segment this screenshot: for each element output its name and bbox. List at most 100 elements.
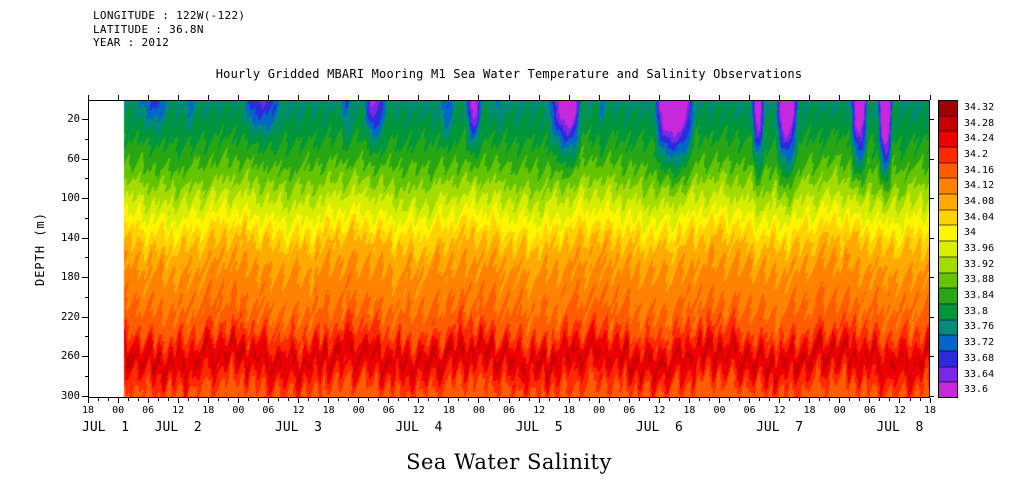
x-tick-minor	[368, 398, 370, 401]
x-tick-minor	[919, 398, 921, 401]
x-tick-major-top	[869, 95, 871, 100]
x-tick-major-top	[658, 95, 660, 100]
x-tick-minor	[668, 398, 670, 401]
x-tick-major	[779, 398, 781, 403]
x-tick-minor	[318, 398, 319, 401]
colorbar-label: 33.8	[964, 305, 989, 317]
y-tick-major-right	[930, 316, 934, 318]
colorbar-box	[938, 225, 958, 242]
y-tick-minor	[85, 296, 88, 298]
x-tick-label: 18	[923, 405, 937, 416]
x-tick-major	[749, 398, 751, 403]
x-tick-label: 06	[142, 405, 155, 416]
colorbar-box	[938, 272, 958, 289]
colorbar-label: 33.64	[964, 368, 995, 380]
x-tick-label: 12	[412, 405, 425, 416]
y-tick-label: 60	[67, 152, 80, 165]
colorbar-label: 33.6	[964, 384, 989, 396]
x-tick-major-top	[358, 95, 360, 100]
colorbar-label: 34.04	[964, 211, 995, 223]
x-tick-major-top	[298, 95, 299, 100]
x-tick-minor	[638, 398, 640, 401]
colorbar-label: 34.24	[964, 133, 995, 145]
x-date-label: JUL 3	[275, 420, 322, 435]
x-tick-major	[87, 398, 89, 403]
x-tick-major	[478, 398, 480, 403]
x-tick-major-top	[177, 95, 179, 100]
x-tick-label: 18	[81, 405, 95, 416]
colorbar-box	[938, 256, 958, 273]
x-tick-major-top	[267, 95, 269, 100]
x-tick-label: 12	[292, 405, 305, 416]
y-tick-label: 300	[61, 389, 80, 402]
y-tick-major	[82, 237, 88, 239]
x-tick-minor	[157, 398, 159, 401]
colorbar-label: 34.16	[964, 164, 995, 176]
x-tick-minor	[618, 398, 620, 401]
x-tick-minor	[127, 398, 129, 401]
x-tick-minor	[578, 398, 580, 401]
x-tick-minor	[227, 398, 229, 401]
y-tick-minor	[85, 139, 88, 140]
x-tick-major	[719, 398, 720, 403]
x-tick-minor	[648, 398, 650, 401]
x-tick-major-top	[418, 95, 420, 100]
x-tick-minor	[338, 398, 340, 401]
x-tick-minor	[528, 398, 530, 401]
colorbar-label: 34.32	[964, 101, 995, 113]
x-tick-major	[929, 398, 931, 403]
x-tick-minor	[288, 398, 289, 401]
colorbar-box	[938, 162, 958, 179]
x-date-label: JUL 6	[635, 420, 683, 435]
colorbar-label: 33.92	[964, 258, 995, 270]
y-tick-major-right	[930, 277, 934, 279]
x-tick-label: 06	[502, 405, 516, 416]
y-tick-minor	[85, 217, 88, 219]
y-tick-label: 140	[61, 231, 80, 244]
x-tick-minor	[498, 398, 500, 401]
x-tick-major-top	[87, 95, 89, 100]
x-tick-minor	[378, 398, 380, 401]
y-tick-major-right	[930, 119, 934, 121]
x-tick-major	[538, 398, 540, 403]
colorbar-box	[938, 147, 958, 163]
x-tick-major-top	[478, 95, 480, 100]
x-tick-label: 00	[593, 405, 606, 416]
x-tick-major	[508, 398, 510, 403]
x-tick-major-top	[207, 95, 209, 100]
x-tick-major-top	[628, 95, 630, 100]
x-tick-minor	[408, 398, 410, 401]
colorbar-label: 33.96	[964, 243, 995, 254]
y-tick-major	[82, 158, 88, 160]
y-tick-major	[82, 198, 88, 200]
x-tick-major	[298, 398, 299, 403]
x-tick-major	[628, 398, 630, 403]
x-tick-major-top	[448, 95, 450, 100]
x-tick-label: 06	[863, 405, 876, 416]
x-tick-minor	[488, 398, 490, 401]
colorbar-label: 34.2	[964, 148, 989, 160]
x-tick-major	[899, 398, 901, 403]
x-tick-major	[388, 398, 390, 403]
x-tick-minor	[769, 398, 771, 401]
x-tick-major	[358, 398, 360, 403]
metadata-block: LONGITUDE : 122W(-122) LATITUDE : 36.8N …	[93, 9, 245, 50]
x-tick-minor	[699, 398, 700, 401]
x-tick-label: 06	[262, 405, 275, 416]
x-tick-major	[448, 398, 450, 403]
y-tick-major	[82, 277, 88, 279]
colorbar-box	[938, 335, 958, 351]
x-tick-minor	[799, 398, 801, 401]
colorbar-box	[938, 131, 958, 148]
x-date-label: JUL 1	[82, 420, 129, 435]
salinity-heatmap-canvas	[89, 101, 929, 397]
x-tick-minor	[849, 398, 851, 401]
colorbar-box	[938, 209, 958, 226]
x-tick-major-top	[839, 95, 841, 100]
x-tick-label: 00	[112, 405, 125, 416]
x-tick-major	[237, 398, 239, 403]
colorbar-box	[938, 350, 958, 367]
x-tick-label: 12	[893, 405, 906, 416]
x-tick-label: 00	[352, 405, 365, 416]
